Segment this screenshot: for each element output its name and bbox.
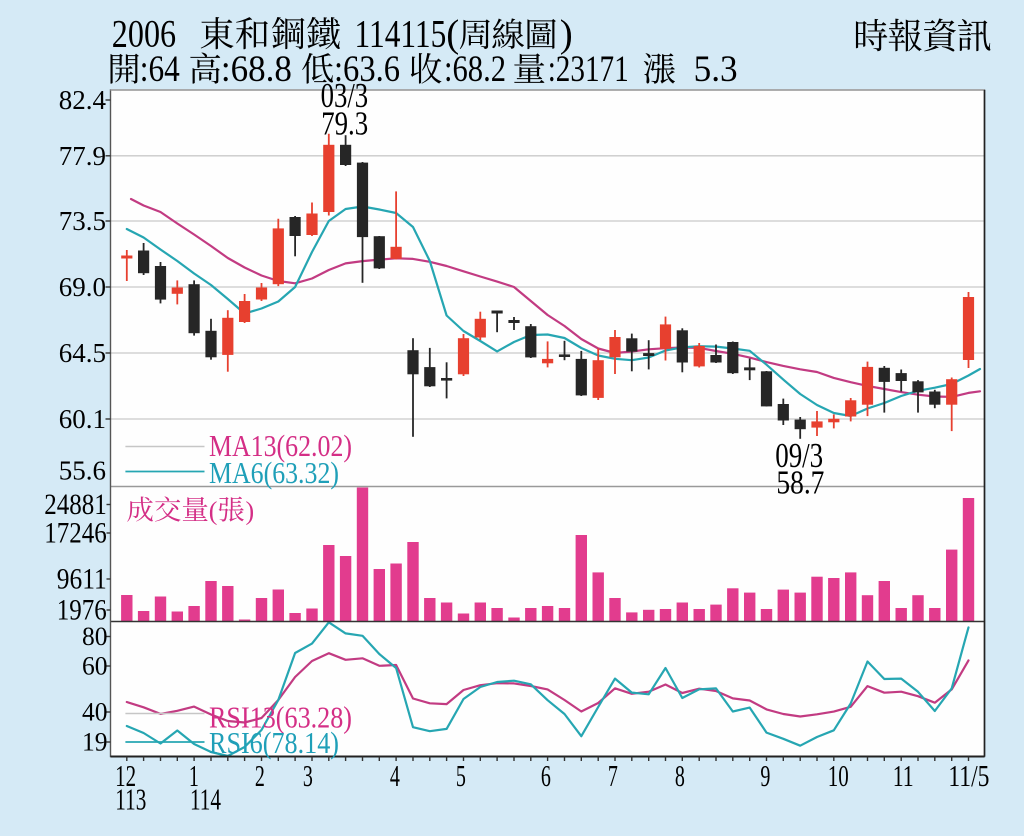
svg-text:8: 8	[675, 758, 685, 793]
svg-text:80: 80	[82, 622, 108, 651]
svg-text:(: (	[446, 13, 459, 56]
svg-text:58.7: 58.7	[776, 465, 824, 502]
svg-text:5: 5	[456, 758, 466, 793]
svg-text:1976: 1976	[57, 595, 107, 627]
svg-text:1: 1	[189, 758, 199, 793]
svg-text:114: 114	[190, 782, 221, 817]
svg-text:40: 40	[82, 698, 108, 727]
svg-text:64.5: 64.5	[59, 338, 106, 368]
svg-text:11/5: 11/5	[948, 758, 989, 793]
svg-text:3: 3	[303, 758, 313, 793]
svg-text::63.6: :63.6	[334, 49, 400, 90]
svg-text:RSI6(78.14): RSI6(78.14)	[209, 725, 339, 760]
svg-text:11: 11	[893, 758, 914, 793]
svg-text:77.9: 77.9	[59, 141, 106, 171]
svg-text:82.4: 82.4	[59, 85, 107, 115]
svg-text:2006: 2006	[112, 13, 176, 56]
svg-text:24881: 24881	[44, 489, 107, 521]
svg-text:73.5: 73.5	[59, 206, 106, 236]
svg-text:5.3: 5.3	[694, 49, 738, 90]
svg-text:9611: 9611	[57, 564, 107, 596]
svg-text:): )	[560, 13, 573, 56]
svg-text:MA6(63.32): MA6(63.32)	[209, 455, 339, 490]
svg-text::23171: :23171	[548, 49, 629, 90]
svg-text:RSI13(63.28): RSI13(63.28)	[209, 700, 352, 735]
svg-text:113: 113	[115, 782, 146, 817]
svg-text:09/3: 09/3	[775, 436, 823, 475]
svg-text:12: 12	[115, 758, 136, 793]
svg-text:19: 19	[82, 728, 108, 757]
svg-text:17246: 17246	[44, 518, 107, 550]
svg-text:60.1: 60.1	[59, 404, 106, 434]
svg-text:69.0: 69.0	[59, 272, 106, 302]
svg-text:4: 4	[390, 758, 400, 793]
svg-text:60: 60	[82, 652, 108, 681]
svg-text:): )	[246, 497, 255, 526]
svg-text:79.3: 79.3	[321, 106, 368, 143]
svg-text:114115: 114115	[355, 13, 447, 56]
svg-text:55.6: 55.6	[59, 456, 106, 486]
svg-text::68.8: :68.8	[221, 49, 292, 90]
svg-text:2: 2	[255, 758, 265, 793]
svg-text:10: 10	[828, 758, 849, 793]
svg-text:7: 7	[608, 758, 618, 793]
svg-text::68.2: :68.2	[444, 49, 506, 90]
svg-text:6: 6	[541, 758, 551, 793]
svg-text:9: 9	[760, 758, 770, 793]
svg-text::64: :64	[140, 49, 180, 90]
svg-text:03/3: 03/3	[321, 76, 369, 115]
svg-text:MA13(62.02): MA13(62.02)	[209, 428, 352, 463]
svg-text:(: (	[209, 497, 218, 526]
